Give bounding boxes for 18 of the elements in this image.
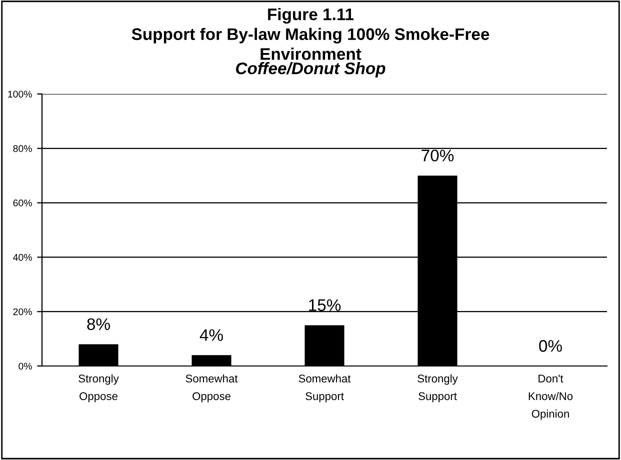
y-tick-label: 80% xyxy=(13,145,32,152)
data-label: 0% xyxy=(539,340,562,352)
data-label: 70% xyxy=(422,150,454,162)
x-tick-label: Strongly Oppose xyxy=(78,374,119,402)
data-label: 15% xyxy=(309,299,341,312)
y-tick-label: 20% xyxy=(13,308,32,316)
y-tick-label: 40% xyxy=(13,254,32,261)
x-tick-label: Strongly Support xyxy=(418,374,458,402)
y-tick-label: 60% xyxy=(13,200,32,206)
chart-subtitle: Coffee/Donut Shop xyxy=(236,62,386,78)
chart-title: Figure 1.11 Support for By-law Making 100% Smoke-Free Environment xyxy=(132,8,490,60)
data-label: 4% xyxy=(200,329,223,341)
y-tick-label: 100% xyxy=(8,90,32,98)
x-tick-label: Somewhat Support xyxy=(298,374,351,402)
x-tick-label: Somewhat Oppose xyxy=(186,374,238,402)
x-tick-label: Don't Know/No Opinion xyxy=(528,374,573,420)
y-tick-label: 0% xyxy=(18,362,32,370)
data-label: 8% xyxy=(87,318,110,330)
